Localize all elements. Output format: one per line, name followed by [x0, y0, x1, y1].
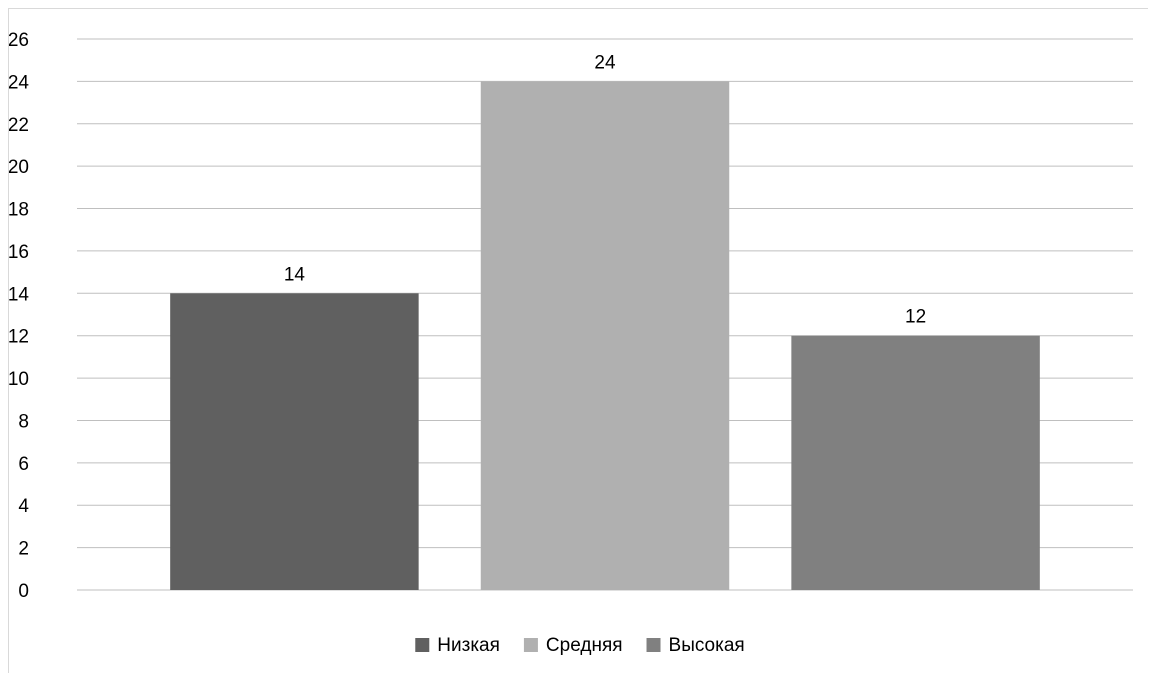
chart-frame: 0 2 4 6 8 10 12 14 16 18 20 22 24 26 14 24 12 Низкая Сре…	[8, 8, 1148, 673]
y-tick-label: 2	[18, 539, 29, 560]
y-tick-label: 24	[9, 72, 29, 93]
y-tick-label: 0	[18, 581, 29, 602]
y-tick-label: 4	[18, 496, 29, 517]
data-label: 12	[905, 307, 926, 328]
y-tick-label: 26	[9, 30, 29, 51]
data-label: 14	[284, 264, 306, 285]
legend: Низкая Средняя Высокая	[415, 635, 745, 656]
bars	[170, 81, 1040, 590]
bar-1	[170, 293, 419, 590]
data-label: 24	[594, 52, 616, 73]
y-tick-label: 12	[9, 327, 29, 348]
y-tick-label: 6	[18, 454, 29, 475]
bar-2	[480, 81, 730, 590]
y-tick-label: 14	[9, 284, 29, 305]
y-tick-label: 8	[18, 411, 29, 432]
legend-label: Низкая	[437, 635, 500, 656]
legend-label: Средняя	[546, 635, 623, 656]
legend-label: Высокая	[669, 635, 745, 656]
data-labels: 14 24 12	[284, 52, 926, 327]
y-tick-label: 20	[9, 157, 29, 178]
bar-3	[791, 335, 1040, 590]
y-tick-label: 18	[9, 200, 29, 221]
legend-swatch	[415, 638, 430, 652]
y-tick-label: 16	[9, 242, 29, 263]
y-tick-label: 22	[9, 115, 29, 136]
legend-swatch	[646, 638, 661, 652]
y-tick-label: 10	[9, 369, 29, 390]
legend-swatch	[523, 638, 538, 652]
